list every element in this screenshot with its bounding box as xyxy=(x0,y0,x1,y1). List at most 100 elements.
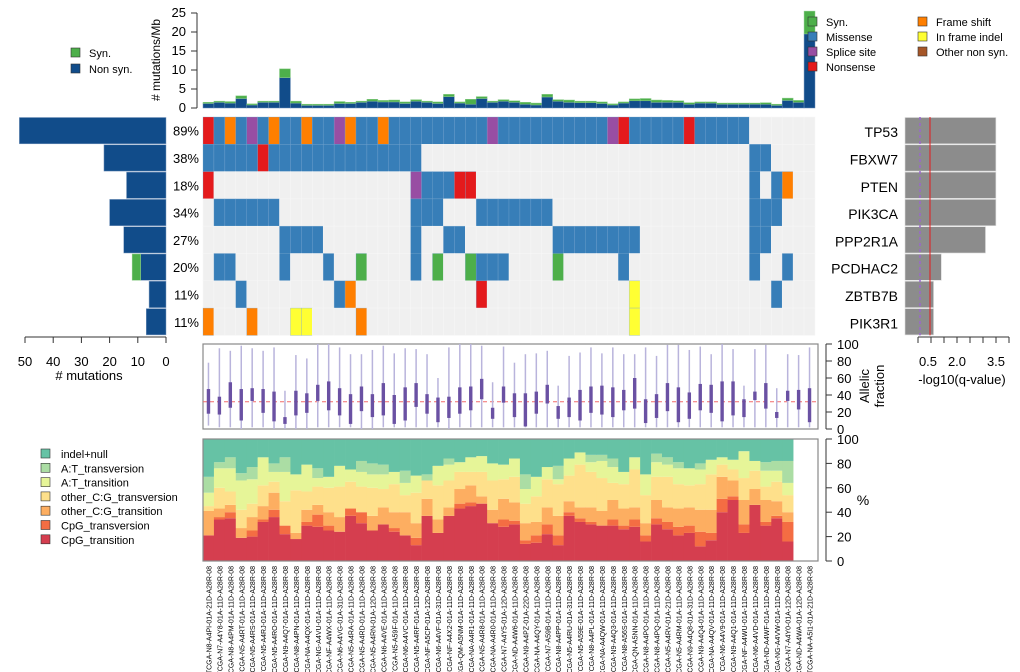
sample-label: TCGA-N5-A4RA-01A-11D-A28R-08 xyxy=(349,566,356,672)
spectrum-segment xyxy=(552,545,564,561)
bar-nonsyn xyxy=(596,103,608,109)
matrix-cell xyxy=(672,116,685,145)
spectrum-segment xyxy=(290,532,302,540)
matrix-cell xyxy=(213,144,226,172)
matrix-cell xyxy=(465,171,477,200)
spectrum-segment xyxy=(541,479,554,508)
spectrum-segment xyxy=(574,518,586,522)
matrix-cell xyxy=(618,225,630,254)
spectrum-segment xyxy=(585,439,597,455)
matrix-cell xyxy=(596,171,608,200)
matrix-cell xyxy=(727,144,739,172)
iqr-box xyxy=(785,390,790,401)
bar-nonsyn xyxy=(333,103,346,109)
matrix-cell xyxy=(344,116,357,145)
bar-syn xyxy=(475,96,488,99)
matrix-cell xyxy=(607,116,619,145)
spectrum-segment xyxy=(563,458,575,476)
qvalue-bar xyxy=(904,171,997,199)
matrix-cell xyxy=(454,198,466,227)
gene-percent: 11% xyxy=(174,287,199,302)
matrix-cell xyxy=(486,116,499,145)
spectrum-segment xyxy=(410,523,422,538)
y-axis-label: % xyxy=(857,492,869,508)
spectrum-segment xyxy=(454,508,466,561)
matrix-cell xyxy=(530,198,543,227)
bar-nonsyn xyxy=(246,104,258,109)
matrix-cell xyxy=(596,225,608,254)
iqr-box xyxy=(414,383,418,407)
gene-percent: 38% xyxy=(173,151,199,166)
matrix-cell xyxy=(760,225,772,254)
matrix-cell xyxy=(541,225,553,254)
matrix-cell xyxy=(639,171,652,200)
matrix-cell xyxy=(279,280,291,309)
matrix-cell xyxy=(497,307,510,336)
bar-syn xyxy=(650,99,663,103)
spectrum-segment xyxy=(366,487,379,516)
matrix-cell xyxy=(628,116,641,145)
matrix-cell xyxy=(235,144,247,172)
matrix-cell xyxy=(213,280,226,309)
matrix-cell xyxy=(355,116,368,145)
spectrum-segment xyxy=(356,523,368,561)
matrix-cell xyxy=(312,225,324,254)
y-tick-label: 80 xyxy=(837,456,851,471)
spectrum-segment xyxy=(782,439,794,461)
spectrum-segment xyxy=(771,470,783,482)
iqr-box xyxy=(698,383,702,411)
x-tick-label: 50 xyxy=(18,354,32,369)
bar-nonsyn xyxy=(541,96,553,109)
qvalue-bar xyxy=(904,226,986,254)
matrix-cell xyxy=(650,253,663,282)
sample-label: TCGA-N5-A4RO-01A-11D-A28R-08 xyxy=(272,566,279,672)
matrix-cell xyxy=(705,253,717,282)
panel-frame xyxy=(202,343,819,430)
spectrum-segment xyxy=(377,507,390,525)
matrix-cell xyxy=(312,198,324,227)
spectrum-segment xyxy=(268,481,280,493)
iqr-box xyxy=(534,391,539,414)
sample-label: TCGA-N7-A4Y0-01A-12D-A28R-08 xyxy=(786,566,793,672)
spectrum-segment xyxy=(738,439,750,452)
matrix-cell xyxy=(519,116,532,145)
sample-label: TCGA-N9-A4Q8-01A-31D-A28R-08 xyxy=(687,566,694,672)
matrix-cell xyxy=(563,198,575,227)
spectrum-segment xyxy=(672,535,685,561)
bar-nonsyn xyxy=(781,100,794,109)
spectrum-segment xyxy=(574,521,586,561)
spectrum-segment xyxy=(345,508,357,516)
matrix-cell xyxy=(290,280,302,309)
matrix-cell xyxy=(574,307,586,336)
legend-label: Syn. xyxy=(89,48,111,60)
bar-nonsyn xyxy=(771,105,783,109)
spectrum-segment xyxy=(530,439,543,477)
iqr-box xyxy=(326,381,331,411)
matrix-cell xyxy=(716,116,728,145)
matrix-cell xyxy=(279,307,291,336)
spectrum-segment xyxy=(356,439,368,461)
matrix-cell xyxy=(377,171,390,200)
matrix-cell xyxy=(749,280,761,309)
matrix-cell xyxy=(213,253,226,282)
matrix-cell xyxy=(322,280,335,309)
matrix-cell xyxy=(749,116,761,145)
bar-syn xyxy=(224,101,237,104)
spectrum-segment xyxy=(312,478,324,487)
spectrum-segment xyxy=(662,507,674,522)
spectrum-segment xyxy=(651,476,663,500)
spectrum-segment xyxy=(268,463,280,472)
spectrum-segment xyxy=(487,463,499,481)
matrix-cell xyxy=(366,307,379,336)
spectrum-segment xyxy=(771,481,783,502)
qvalue-panel: TP53 FBXW7 PTEN PIK3CA PPP2R1A PCDHAC2 ZBTB7B P… xyxy=(831,117,1010,387)
matrix-cell xyxy=(279,144,291,172)
spectrum-segment xyxy=(672,508,685,527)
x-tick-label: 3.5 xyxy=(987,354,1005,369)
iqr-box xyxy=(731,381,735,416)
spectrum-segment xyxy=(585,524,597,561)
y-tick-label: 40 xyxy=(837,388,851,403)
gene-name: PCDHAC2 xyxy=(831,261,898,277)
bar-syn xyxy=(497,99,510,102)
matrix-cell xyxy=(760,198,772,227)
